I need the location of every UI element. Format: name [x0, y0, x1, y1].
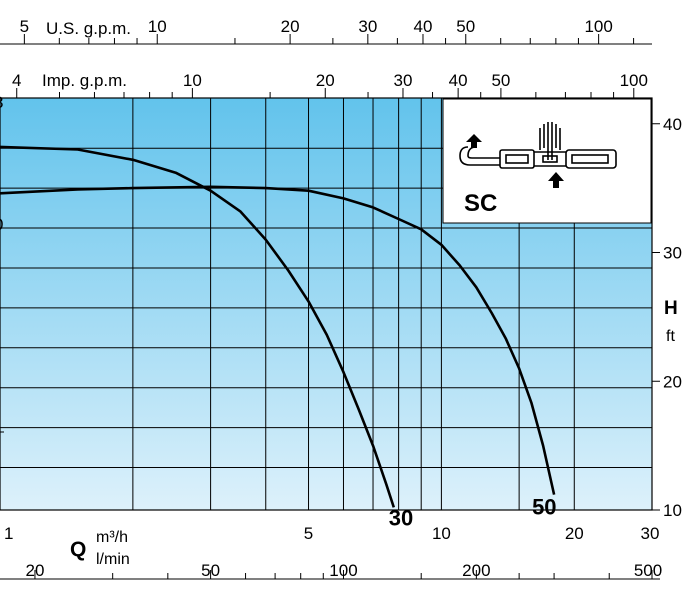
top-axis-impgpm: 4 10 20 30 40 50 100 Imp. g.p.m. [12, 71, 648, 98]
impgpm-tick-label: 100 [620, 71, 648, 90]
left-tick-label: 0 [0, 215, 3, 234]
left-tick-label: 8 [0, 93, 3, 112]
ft-tick-label: 40 [663, 115, 682, 134]
model-label: SC [464, 190, 497, 217]
impgpm-tick-label: 50 [491, 71, 510, 90]
lmin-tick-label: 500 [634, 561, 662, 580]
pump-inset: SC [443, 99, 651, 223]
flow-unit-lmin: l/min [96, 551, 130, 568]
usgpm-tick-label: 40 [414, 17, 433, 36]
bottom-axis-lmin: 20 50 100 200 500 l/min [0, 551, 662, 580]
impgpm-tick-label: 10 [183, 71, 202, 90]
curve-label-30: 30 [389, 505, 413, 530]
usgpm-tick-label: 5 [20, 17, 29, 36]
m3h-tick-label: 30 [641, 524, 660, 543]
impgpm-tick-label: 40 [449, 71, 468, 90]
ft-tick-label: 30 [663, 244, 682, 263]
lmin-tick-label: 50 [201, 561, 220, 580]
flow-symbol: Q [70, 538, 86, 561]
impgpm-tick-label: 20 [316, 71, 335, 90]
ft-tick-label: 20 [663, 372, 682, 391]
m3h-tick-label: 20 [565, 524, 584, 543]
impgpm-tick-label: 30 [394, 71, 413, 90]
m3h-tick-label: 10 [432, 524, 451, 543]
usgpm-tick-label: 10 [148, 17, 167, 36]
lmin-tick-label: 200 [462, 561, 490, 580]
right-axis-ft: 40 30 20 10 H ft [652, 115, 682, 520]
ft-tick-label: 10 [663, 501, 682, 520]
usgpm-tick-label: 20 [281, 17, 300, 36]
top-axis-usgpm: 5 10 20 30 40 50 100 U.S. g.p.m. [0, 17, 652, 44]
usgpm-tick-label: 30 [358, 17, 377, 36]
impgpm-tick-label: 4 [12, 71, 21, 90]
m3h-tick-label: 1 [4, 524, 13, 543]
lmin-tick-label: 20 [25, 561, 44, 580]
lmin-tick-label: 100 [329, 561, 357, 580]
right-axis-unit: ft [666, 328, 675, 345]
impgpm-axis-label: Imp. g.p.m. [42, 71, 127, 90]
flow-unit-m3h: m³/h [96, 529, 128, 546]
usgpm-tick-label: 100 [584, 17, 612, 36]
m3h-tick-label: 5 [304, 524, 313, 543]
usgpm-axis-label: U.S. g.p.m. [46, 19, 131, 38]
usgpm-tick-label: 50 [456, 17, 475, 36]
right-axis-symbol: H [664, 298, 678, 319]
curve-label-50: 50 [532, 495, 556, 520]
